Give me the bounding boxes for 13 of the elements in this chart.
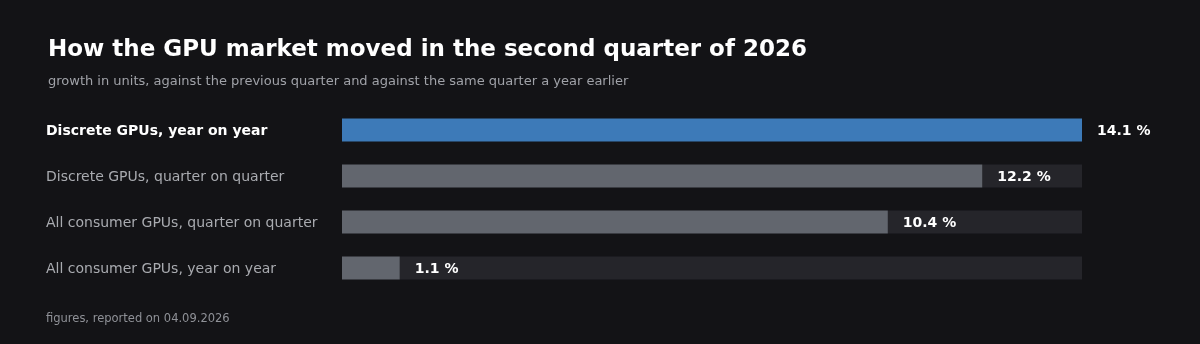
bar <box>342 256 400 280</box>
data-label: 10.4 % <box>902 213 957 230</box>
y-tick-label: All consumer GPUs, quarter on quarter <box>46 213 318 230</box>
y-tick-label: Discrete GPUs, quarter on quarter <box>46 167 285 184</box>
data-label: 14.1 % <box>1097 121 1151 138</box>
data-label: 1.1 % <box>414 259 459 276</box>
data-label: 12.2 % <box>997 167 1051 184</box>
chart-title: How the GPU market moved in the second quarter of 2026 <box>48 35 807 61</box>
y-tick-label: All consumer GPUs, year on year <box>46 259 277 276</box>
y-tick-label: Discrete GPUs, year on year <box>46 121 268 138</box>
text: figures, reported on 04.09.2026 <box>46 311 230 325</box>
chart-subtitle: growth in units, against the previous quarter and against the same quarter a year earlier <box>48 73 629 88</box>
bar <box>342 118 1082 142</box>
